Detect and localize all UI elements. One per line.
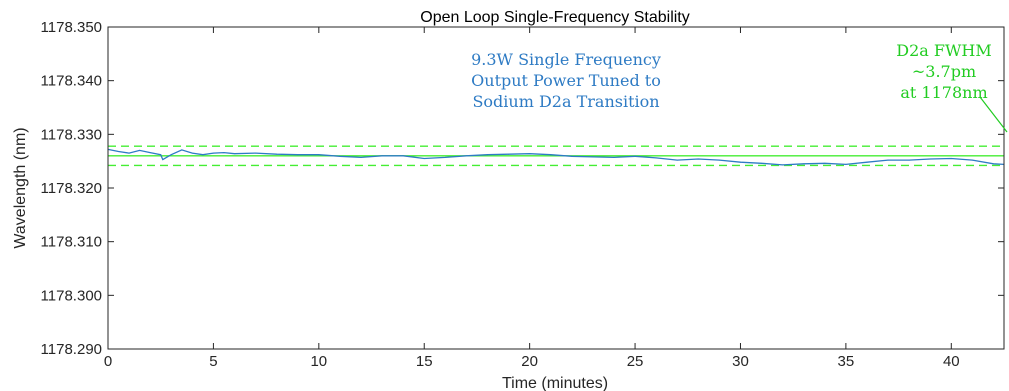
data-point <box>170 154 172 156</box>
data-point <box>402 155 404 157</box>
annotation-line: Sodium D2a Transition <box>472 92 659 111</box>
data-point <box>571 155 573 157</box>
annotation-power: 9.3W Single Frequency Output Power Tuned … <box>471 50 661 111</box>
x-tick-label: 0 <box>104 353 112 370</box>
x-tick-label: 25 <box>627 353 644 370</box>
y-tick-label: 1178.340 <box>41 73 102 90</box>
y-tick-label: 1178.310 <box>41 234 102 251</box>
data-point <box>465 155 467 157</box>
annotation-line: D2a FWHM <box>896 41 992 60</box>
data-point <box>118 151 120 153</box>
data-point <box>739 161 741 163</box>
x-tick-label: 10 <box>310 353 327 370</box>
annotation-line: at 1178nm <box>900 83 987 102</box>
data-point <box>718 159 720 161</box>
x-tick-label: 15 <box>416 353 433 370</box>
data-point <box>908 159 910 161</box>
series-line-0 <box>107 148 1005 166</box>
data-point <box>297 154 299 156</box>
axes: 0 5 10 15 20 25 30 35 40 1178.290 1178.300 1178.310… <box>41 19 1005 370</box>
data-point <box>381 155 383 157</box>
data-point <box>676 159 678 161</box>
data-point <box>803 163 805 165</box>
data-point <box>233 153 235 155</box>
data-point <box>529 153 531 155</box>
data-point <box>160 154 162 156</box>
data-point <box>508 153 510 155</box>
data-point <box>212 152 214 154</box>
x-tick-label: 5 <box>209 353 217 370</box>
data-point <box>223 152 225 154</box>
data-point <box>845 163 847 165</box>
y-tick-label: 1178.330 <box>41 126 102 143</box>
data-point <box>181 149 183 151</box>
data-point <box>486 154 488 156</box>
data-point <box>613 156 615 158</box>
data-point <box>360 156 362 158</box>
y-tick-label: 1178.290 <box>41 341 102 358</box>
data-point <box>339 155 341 157</box>
y-tick-label: 1178.350 <box>41 19 102 36</box>
data-point <box>866 161 868 163</box>
data-point <box>139 149 141 151</box>
data-point <box>423 157 425 159</box>
annotation-line: Output Power Tuned to <box>471 71 661 90</box>
plot-area <box>107 145 1005 167</box>
data-point <box>697 158 699 160</box>
annotation-line: ~3.7pm <box>912 62 976 81</box>
annotation-fwhm: D2a FWHM ~3.7pm at 1178nm <box>896 41 992 102</box>
data-point <box>634 155 636 157</box>
data-point <box>929 158 931 160</box>
data-point <box>162 159 164 161</box>
data-point <box>761 162 763 164</box>
x-tick-label: 30 <box>732 353 749 370</box>
annotation-line: 9.3W Single Frequency <box>471 50 661 69</box>
data-point <box>992 163 994 165</box>
y-tick-label: 1178.300 <box>41 287 102 304</box>
data-point <box>128 152 130 154</box>
x-tick-label: 20 <box>521 353 538 370</box>
data-point <box>950 157 952 159</box>
data-point <box>318 154 320 156</box>
data-point <box>655 157 657 159</box>
data-point <box>276 153 278 155</box>
data-point <box>824 162 826 164</box>
data-point <box>592 156 594 158</box>
data-point <box>971 159 973 161</box>
data-point <box>149 152 151 154</box>
chart-title: Open Loop Single-Frequency Stability <box>420 9 690 26</box>
data-point <box>782 164 784 166</box>
annotations: 9.3W Single Frequency Output Power Tuned … <box>471 41 1008 133</box>
y-tick-label: 1178.320 <box>41 180 102 197</box>
y-axis-label: Wavelength (nm) <box>12 127 29 248</box>
x-tick-label: 35 <box>838 353 855 370</box>
x-tick-label: 40 <box>943 353 960 370</box>
x-axis-label: Time (minutes) <box>502 375 608 391</box>
data-point <box>887 159 889 161</box>
annotation-pointer <box>979 96 1008 133</box>
data-point <box>550 154 552 156</box>
data-point <box>202 154 204 156</box>
data-point <box>255 152 257 154</box>
data-point <box>191 152 193 154</box>
data-point <box>444 156 446 158</box>
